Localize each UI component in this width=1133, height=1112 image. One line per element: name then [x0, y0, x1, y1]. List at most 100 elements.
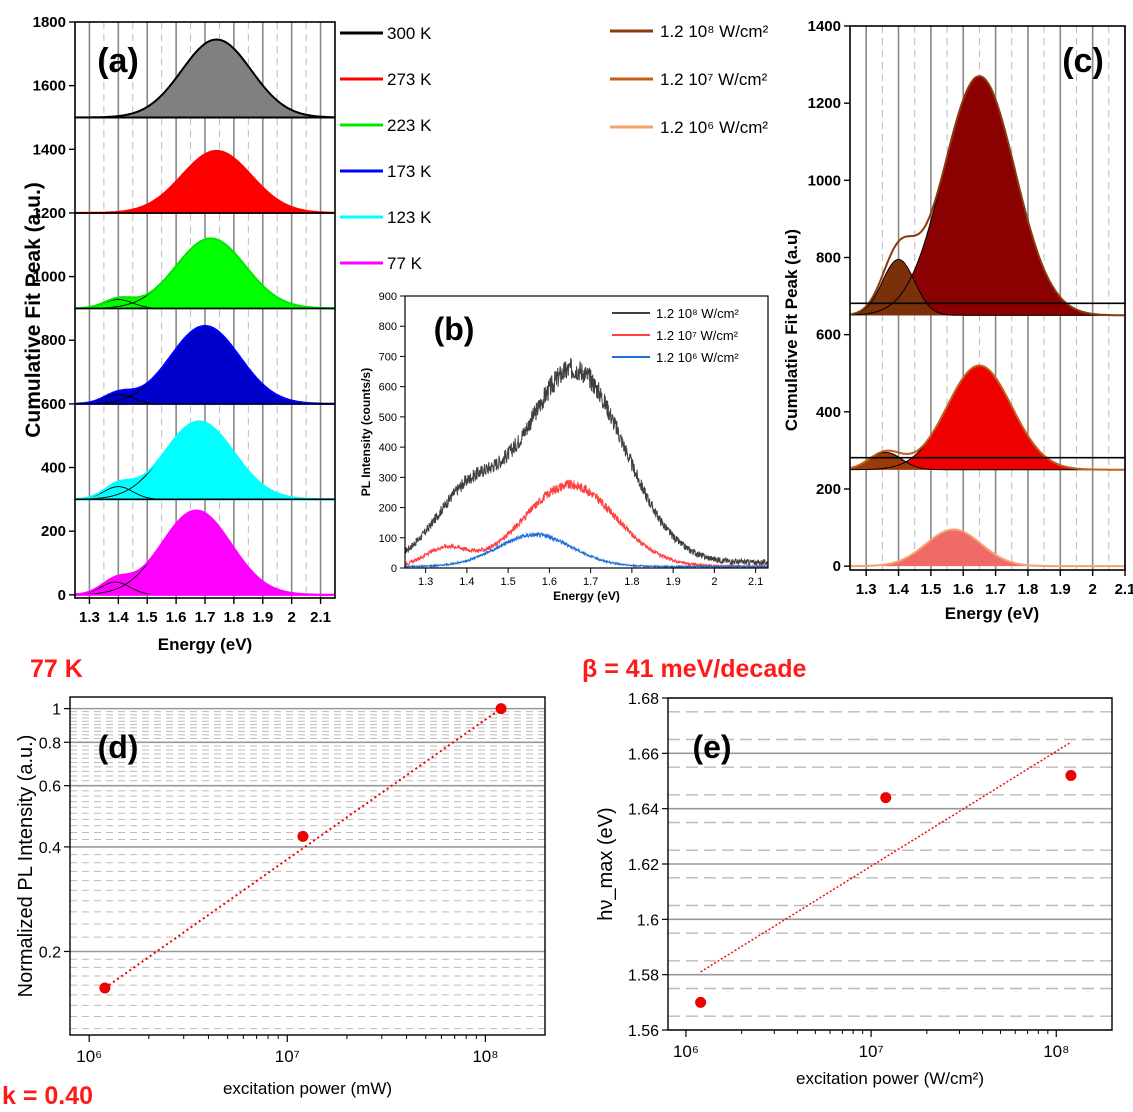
y-tick-label: 800	[816, 249, 841, 266]
legend-label: 123 K	[387, 208, 432, 227]
x-tick-label: 1.6	[953, 581, 974, 598]
x-axis-label: excitation power (mW)	[223, 1079, 392, 1098]
data-point	[495, 703, 507, 715]
y-tick-label: 200	[816, 481, 841, 498]
y-tick-label: 400	[379, 442, 397, 454]
x-tick-label: 10⁶	[673, 1042, 699, 1061]
legend-label: 1.2 10⁷ W/cm²	[660, 70, 768, 89]
y-tick-label: 0.2	[39, 944, 61, 961]
x-tick-label: 2	[287, 609, 295, 626]
y-tick-label: 1.56	[628, 1023, 659, 1040]
series-fill-173K	[75, 325, 335, 404]
y-tick-label: 1.66	[628, 746, 659, 763]
peak-fill	[850, 529, 1125, 567]
series-fill-123K	[75, 421, 335, 500]
low-fill	[850, 259, 1125, 316]
y-tick-label: 0	[833, 558, 841, 575]
x-tick-label: 1.8	[624, 576, 639, 588]
legend-label: 77 K	[387, 254, 423, 273]
series-line-173K	[75, 324, 335, 405]
x-tick-label: 2.1	[310, 609, 331, 626]
x-tick-label: 1.6	[542, 576, 557, 588]
x-tick-label: 10⁸	[472, 1047, 498, 1066]
x-tick-label: 1.3	[856, 581, 877, 598]
y-tick-label: 1.64	[628, 802, 659, 819]
x-tick-label: 1.9	[252, 609, 273, 626]
x-tick-label: 1.4	[459, 576, 474, 588]
data-point	[1065, 769, 1077, 781]
legend-label: 273 K	[387, 70, 432, 89]
y-tick-label: 1200	[33, 205, 66, 222]
y-tick-label: 500	[379, 412, 397, 424]
y-tick-label: 400	[816, 404, 841, 421]
series-line-0	[404, 358, 769, 567]
panel-label: (c)	[1062, 42, 1104, 80]
x-tick-label: 1.3	[418, 576, 433, 588]
series-line-1	[849, 364, 1125, 471]
legend-label: 1.2 10⁸ W/cm²	[660, 22, 769, 41]
fit-low-line	[849, 259, 1125, 316]
x-tick-label: 1.7	[583, 576, 598, 588]
x-axis-label: excitation power (W/cm²)	[796, 1069, 984, 1088]
x-tick-label: 2	[1088, 581, 1096, 598]
y-tick-label: 0	[391, 563, 397, 575]
x-tick-label: 1.8	[1018, 581, 1039, 598]
series-line-300K	[74, 38, 335, 119]
x-axis-label: Energy (eV)	[553, 589, 620, 603]
y-tick-label: 0.6	[39, 779, 61, 796]
y-tick-label: 600	[41, 396, 66, 413]
plot-frame	[849, 25, 1126, 571]
y-tick-label: 0.4	[39, 840, 61, 857]
x-axis-label: Energy (eV)	[945, 604, 1039, 623]
y-tick-label: 1600	[33, 78, 66, 95]
x-tick-label: 1.4	[888, 581, 910, 598]
legend-label: 223 K	[387, 116, 432, 135]
y-axis-label: hν_max (eV)	[595, 807, 617, 920]
x-tick-label: 2.1	[1115, 581, 1133, 598]
y-tick-label: 800	[379, 321, 397, 333]
data-point	[99, 982, 111, 994]
fit-line	[104, 707, 502, 989]
y-tick-label: 300	[379, 472, 397, 484]
plot-frame	[69, 696, 546, 1036]
x-tick-label: 1.5	[137, 609, 158, 626]
series-line-2	[404, 531, 768, 569]
low-fill	[850, 452, 1125, 470]
legend-label: 1.2 10⁶ W/cm²	[656, 350, 739, 365]
y-tick-label: 200	[379, 503, 397, 515]
series-fill-77K	[75, 510, 335, 595]
x-axis-label: Energy (eV)	[158, 635, 252, 654]
y-tick-label: 1	[52, 702, 61, 719]
x-tick-label: 10⁸	[1043, 1042, 1069, 1061]
peak-fill	[850, 365, 1125, 470]
y-tick-label: 1.6	[637, 912, 659, 929]
y-tick-label: 1.62	[628, 857, 659, 874]
y-axis-label: Cumulative Fit Peak (a.u.)	[22, 182, 45, 438]
y-tick-label: 700	[379, 351, 397, 363]
panel-b: 0 100 200 300 400 500 600 700 800 900 1.3 1.4 1.5 1.6…	[359, 291, 769, 603]
y-axis-label: PL Intensity (counts/s)	[359, 368, 373, 496]
peak-fill	[850, 76, 1125, 316]
x-tick-label: 10⁷	[275, 1047, 300, 1066]
x-tick-label: 10⁶	[76, 1047, 102, 1066]
y-tick-label: 200	[41, 523, 66, 540]
k-slope-annotation: k = 0.40	[2, 1082, 94, 1110]
y-tick-label: 600	[816, 327, 841, 344]
y-tick-label: 1.68	[628, 691, 659, 708]
data-point	[880, 792, 892, 804]
x-tick-label: 1.6	[166, 609, 187, 626]
data-point	[695, 996, 707, 1008]
fit-line	[700, 741, 1072, 973]
series-line-0	[849, 75, 1125, 317]
series-line-123K	[74, 420, 335, 501]
y-tick-label: 1800	[33, 14, 66, 31]
series-line-77K	[74, 509, 335, 596]
panel-label: (e)	[692, 729, 731, 765]
x-tick-label: 10⁷	[859, 1042, 884, 1061]
panel-e: 1.56 1.58 1.6 1.62 1.64 1.66 1.68 10⁶ 10⁷ 10⁸ exci…	[595, 691, 1113, 1088]
y-tick-label: 800	[41, 332, 66, 349]
series-line-273K	[75, 149, 336, 214]
legend-label: 1.2 10⁷ W/cm²	[656, 328, 739, 343]
x-tick-label: 2	[711, 576, 717, 588]
